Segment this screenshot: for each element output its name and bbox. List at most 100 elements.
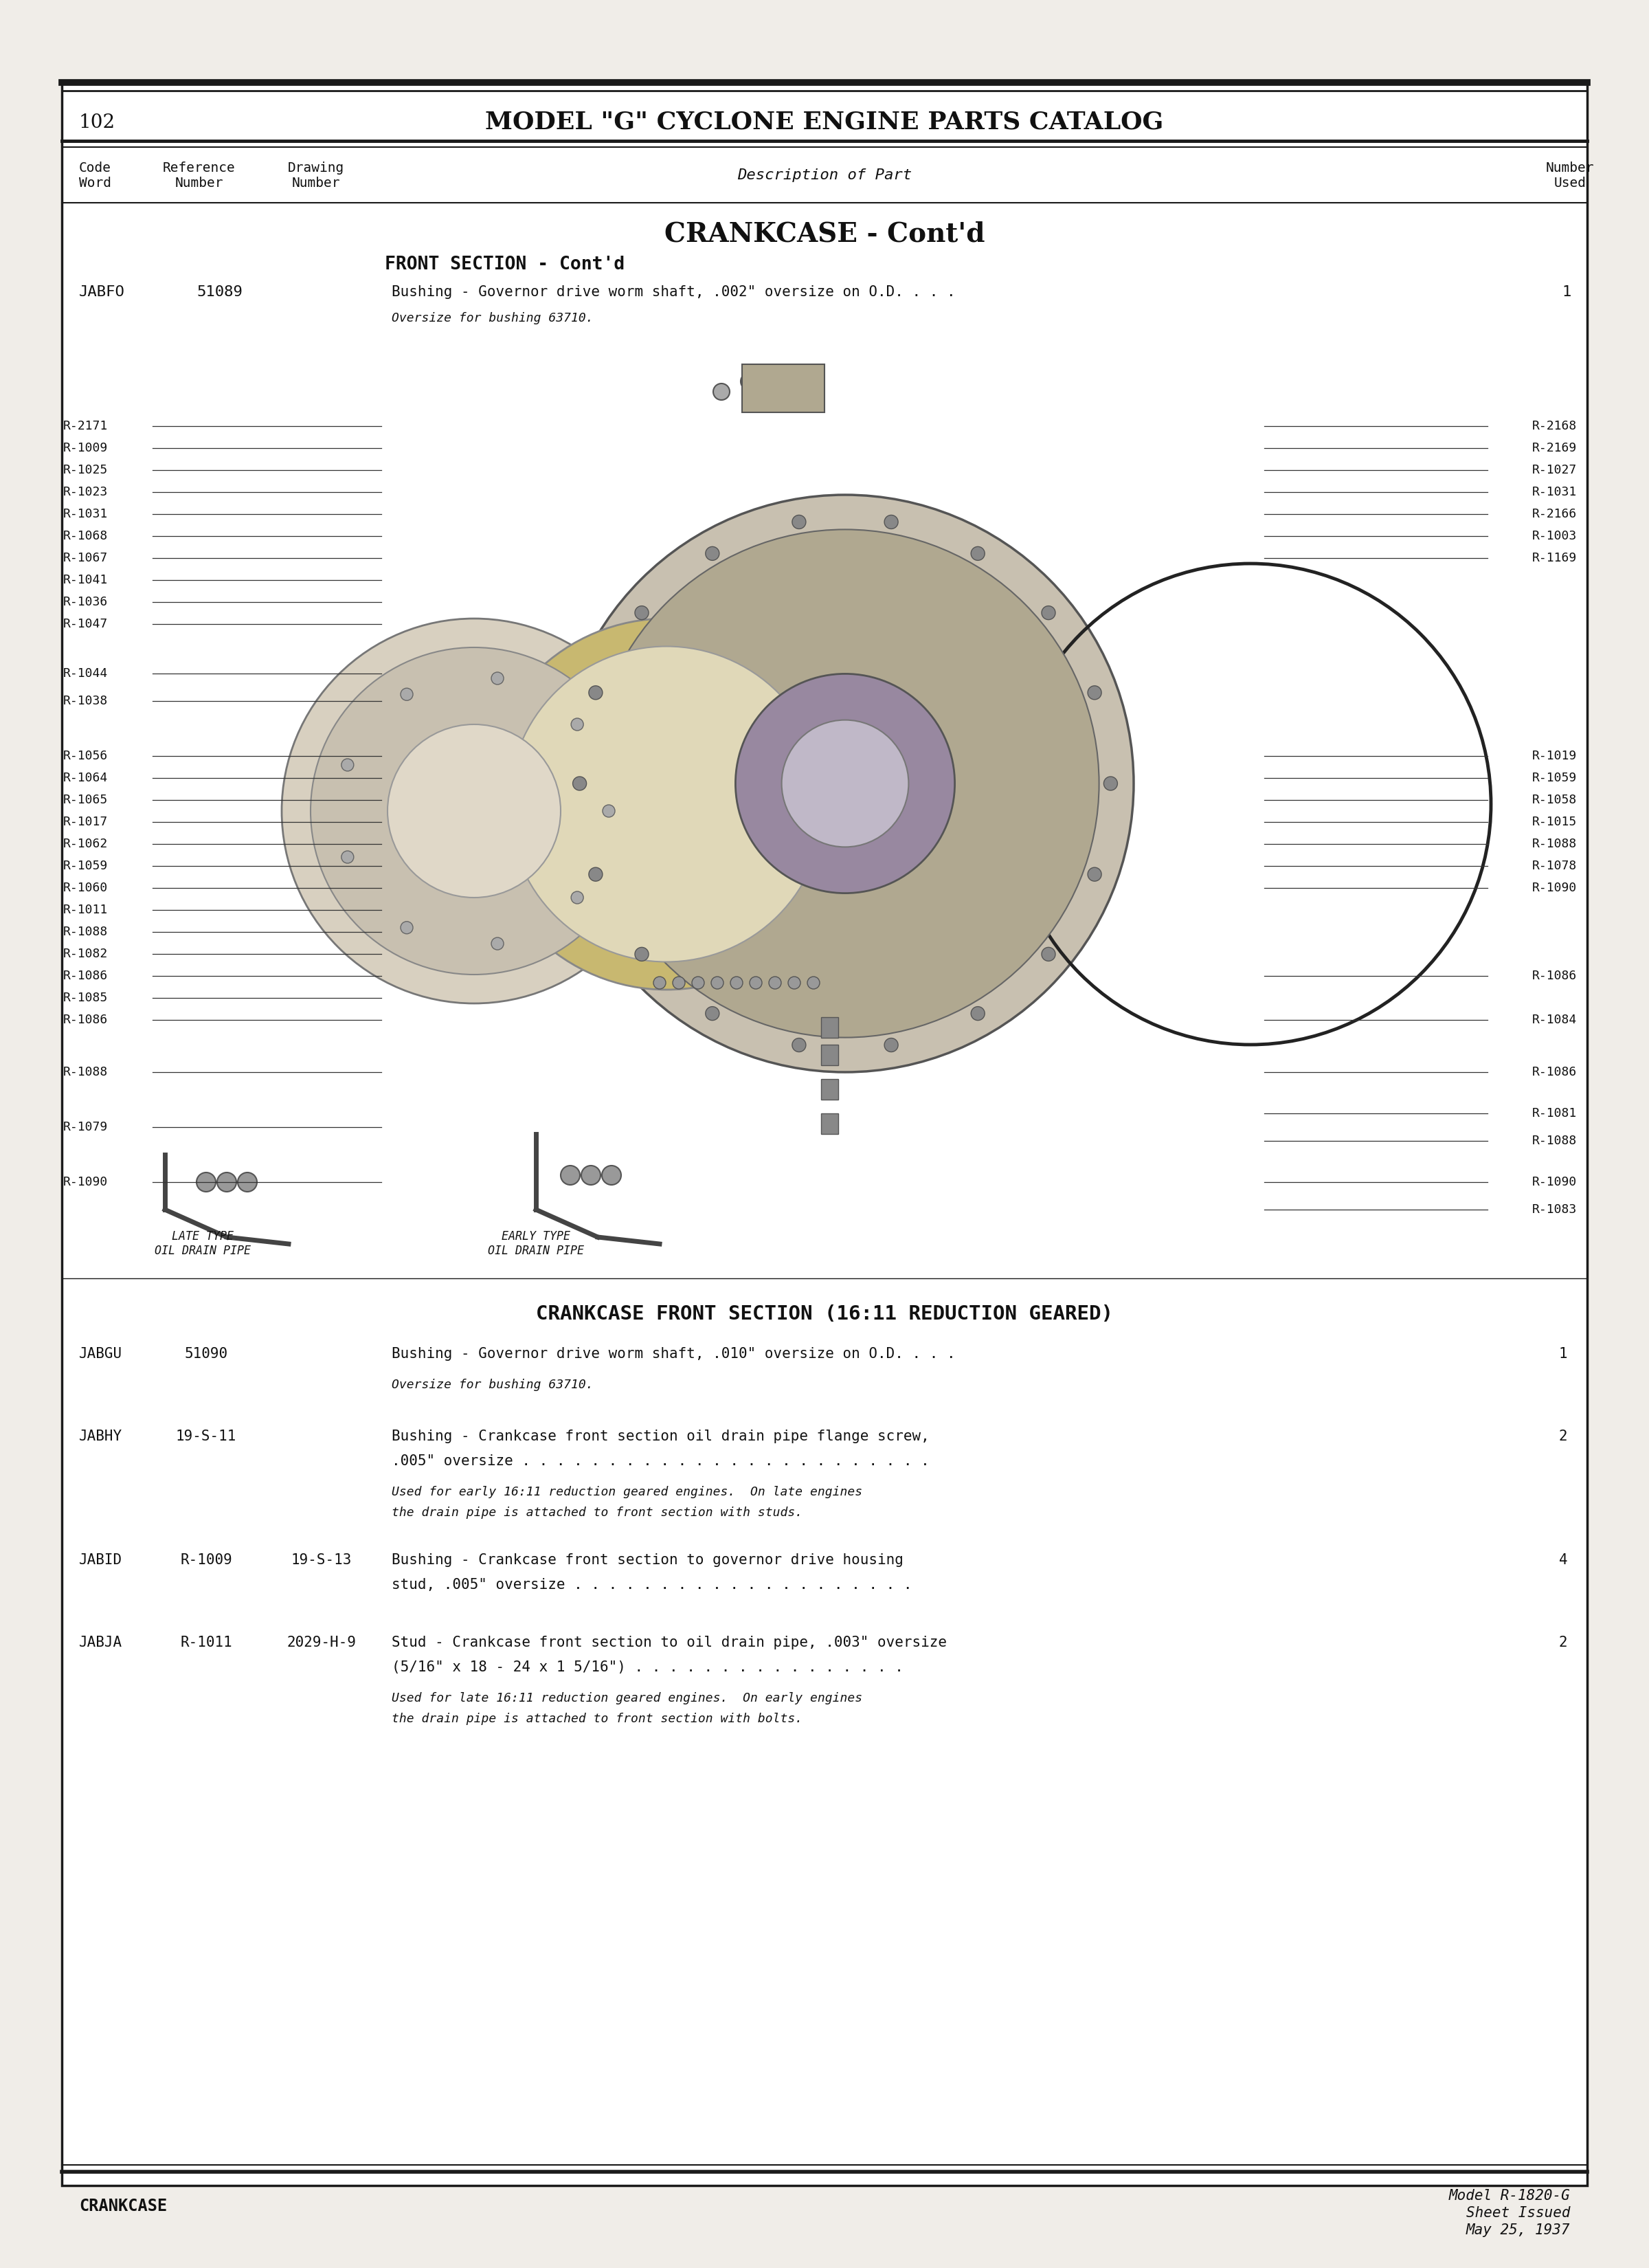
Text: JABFO: JABFO — [79, 286, 125, 299]
Circle shape — [401, 687, 412, 701]
Circle shape — [491, 671, 503, 685]
Circle shape — [792, 515, 806, 528]
Circle shape — [602, 805, 615, 816]
Text: R-1031: R-1031 — [63, 508, 109, 519]
Circle shape — [401, 921, 412, 934]
Text: R-1059: R-1059 — [63, 860, 109, 873]
Text: R-1068: R-1068 — [63, 531, 109, 542]
Text: 1: 1 — [1558, 1347, 1568, 1361]
Text: R-1090: R-1090 — [1532, 882, 1576, 894]
Circle shape — [653, 978, 666, 989]
Text: R-1059: R-1059 — [1532, 771, 1576, 785]
Text: R-1019: R-1019 — [1532, 751, 1576, 762]
Circle shape — [1042, 948, 1055, 962]
Text: Bushing - Governor drive worm shaft, .010" oversize on O.D. . . .: Bushing - Governor drive worm shaft, .01… — [392, 1347, 955, 1361]
Circle shape — [388, 723, 561, 898]
Text: Oversize for bushing 63710.: Oversize for bushing 63710. — [392, 313, 594, 324]
Text: JABID: JABID — [79, 1554, 122, 1567]
Text: the drain pipe is attached to front section with studs.: the drain pipe is attached to front sect… — [392, 1506, 803, 1520]
Circle shape — [602, 1166, 622, 1184]
Text: R-1027: R-1027 — [1532, 465, 1576, 476]
Text: R-1060: R-1060 — [63, 882, 109, 894]
Circle shape — [673, 978, 684, 989]
Text: R-1082: R-1082 — [63, 948, 109, 959]
Text: Stud - Crankcase front section to oil drain pipe, .003" oversize: Stud - Crankcase front section to oil dr… — [392, 1635, 947, 1649]
Circle shape — [635, 606, 648, 619]
Text: 2: 2 — [1558, 1635, 1568, 1649]
Text: R-1067: R-1067 — [63, 551, 109, 565]
Text: R-1090: R-1090 — [63, 1175, 109, 1188]
Circle shape — [788, 978, 800, 989]
Text: R-1047: R-1047 — [63, 617, 109, 631]
Text: Model R-1820-G: Model R-1820-G — [1448, 2189, 1570, 2202]
Text: R-1036: R-1036 — [63, 596, 109, 608]
Circle shape — [491, 937, 503, 950]
Circle shape — [796, 374, 813, 390]
Circle shape — [792, 1039, 806, 1052]
Text: R-1083: R-1083 — [1532, 1204, 1576, 1216]
Circle shape — [884, 515, 899, 528]
Text: May 25, 1937: May 25, 1937 — [1466, 2223, 1570, 2236]
Text: R-1062: R-1062 — [63, 837, 109, 850]
Text: EARLY TYPE
OIL DRAIN PIPE: EARLY TYPE OIL DRAIN PIPE — [488, 1229, 584, 1256]
Circle shape — [1103, 776, 1118, 789]
Text: 102: 102 — [79, 113, 115, 132]
Text: the drain pipe is attached to front section with bolts.: the drain pipe is attached to front sect… — [392, 1712, 803, 1726]
Text: R-1088: R-1088 — [63, 1066, 109, 1077]
Circle shape — [635, 948, 648, 962]
Bar — [821, 1080, 838, 1100]
Text: R-1079: R-1079 — [63, 1120, 109, 1134]
Text: Used for early 16:11 reduction geared engines.  On late engines: Used for early 16:11 reduction geared en… — [392, 1486, 862, 1499]
Text: R-1169: R-1169 — [1532, 551, 1576, 565]
Circle shape — [750, 978, 762, 989]
Text: Code
Word: Code Word — [79, 161, 112, 188]
Text: Used for late 16:11 reduction geared engines.  On early engines: Used for late 16:11 reduction geared eng… — [392, 1692, 862, 1706]
Circle shape — [706, 547, 719, 560]
Text: R-1003: R-1003 — [1532, 531, 1576, 542]
Circle shape — [714, 383, 729, 399]
Text: R-2168: R-2168 — [1532, 420, 1576, 433]
Circle shape — [731, 978, 742, 989]
Circle shape — [482, 619, 853, 989]
Text: CRANKCASE - Cont'd: CRANKCASE - Cont'd — [665, 220, 984, 247]
Text: LATE TYPE
OIL DRAIN PIPE: LATE TYPE OIL DRAIN PIPE — [155, 1229, 251, 1256]
Circle shape — [768, 978, 782, 989]
Circle shape — [218, 1173, 236, 1191]
Text: R-1065: R-1065 — [63, 794, 109, 805]
Text: R-1031: R-1031 — [1532, 485, 1576, 499]
Circle shape — [196, 1173, 216, 1191]
Text: R-1078: R-1078 — [1532, 860, 1576, 873]
Text: R-1064: R-1064 — [63, 771, 109, 785]
Circle shape — [740, 374, 757, 390]
Circle shape — [1042, 606, 1055, 619]
Text: R-1011: R-1011 — [63, 903, 109, 916]
Text: R-1086: R-1086 — [1532, 971, 1576, 982]
Text: R-1090: R-1090 — [1532, 1175, 1576, 1188]
Text: Bushing - Governor drive worm shaft, .002" oversize on O.D. . . .: Bushing - Governor drive worm shaft, .00… — [392, 286, 955, 299]
Circle shape — [592, 528, 1098, 1036]
Circle shape — [557, 494, 1135, 1073]
Circle shape — [735, 674, 955, 894]
Bar — [742, 365, 824, 413]
Text: Bushing - Crankcase front section oil drain pipe flange screw,: Bushing - Crankcase front section oil dr… — [392, 1429, 930, 1442]
Text: R-1088: R-1088 — [1532, 837, 1576, 850]
Circle shape — [706, 1007, 719, 1021]
Text: R-1023: R-1023 — [63, 485, 109, 499]
Circle shape — [1088, 866, 1102, 882]
Text: Reference
Number: Reference Number — [163, 161, 236, 188]
Text: FRONT SECTION - Cont'd: FRONT SECTION - Cont'd — [384, 256, 625, 274]
Text: R-1086: R-1086 — [1532, 1066, 1576, 1077]
Text: R-1088: R-1088 — [1532, 1134, 1576, 1148]
Text: R-2171: R-2171 — [63, 420, 109, 433]
Text: R-1085: R-1085 — [63, 991, 109, 1005]
Text: JABHY: JABHY — [79, 1429, 122, 1442]
Circle shape — [572, 776, 587, 789]
Text: R-1056: R-1056 — [63, 751, 109, 762]
Text: CRANKCASE: CRANKCASE — [79, 2198, 167, 2214]
Text: R-1086: R-1086 — [63, 971, 109, 982]
Text: Drawing
Number: Drawing Number — [289, 161, 345, 188]
Text: 19-S-13: 19-S-13 — [292, 1554, 351, 1567]
Circle shape — [341, 850, 355, 864]
Circle shape — [571, 719, 584, 730]
Circle shape — [808, 978, 820, 989]
